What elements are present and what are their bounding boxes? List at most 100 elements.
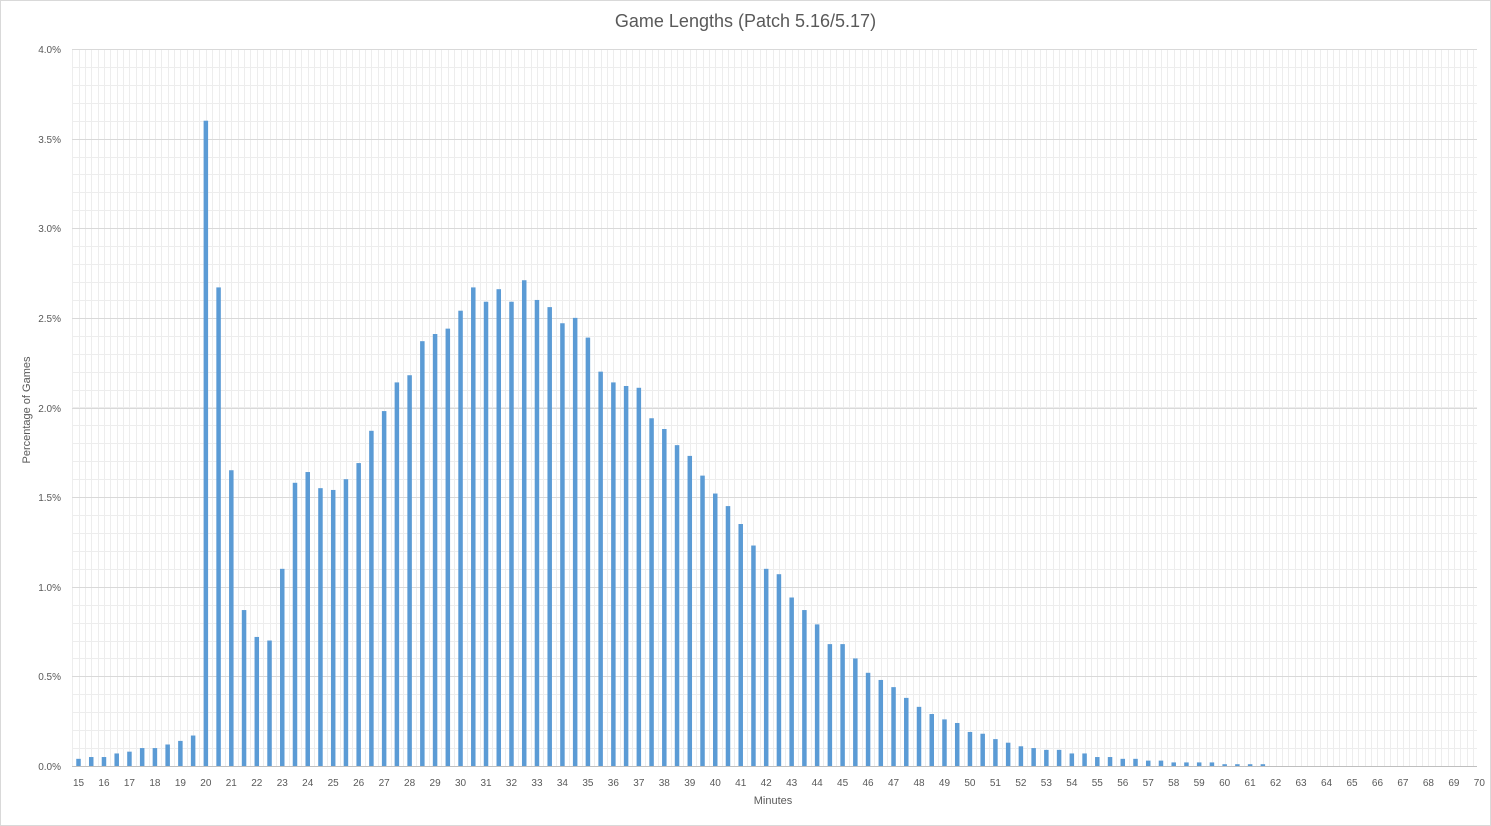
x-tick-label: 16 — [98, 778, 110, 789]
bar — [1222, 764, 1227, 766]
bar — [127, 751, 132, 766]
bar — [432, 334, 438, 766]
bar — [1196, 762, 1202, 766]
bar — [802, 610, 807, 766]
y-tick-label: 1.0% — [38, 583, 61, 594]
x-tick-label: 20 — [200, 778, 212, 789]
x-tick-label: 27 — [379, 778, 391, 789]
bar — [674, 445, 680, 766]
x-tick-label: 68 — [1423, 778, 1435, 789]
x-tick-label: 38 — [659, 778, 671, 789]
x-tick-label: 49 — [939, 778, 951, 789]
x-tick-label: 48 — [913, 778, 925, 789]
x-tick-label: 24 — [302, 778, 314, 789]
x-tick-label: 33 — [531, 778, 543, 789]
bar — [241, 610, 247, 766]
bar — [509, 301, 514, 766]
x-tick-label: 19 — [175, 778, 187, 789]
bar-series — [76, 120, 1266, 766]
x-tick-label: 67 — [1397, 778, 1409, 789]
bar — [585, 337, 591, 766]
bar — [420, 341, 425, 766]
bar — [598, 371, 603, 766]
bar — [1171, 762, 1176, 766]
x-tick-label: 42 — [761, 778, 773, 789]
bar — [814, 624, 820, 766]
x-tick-label: 39 — [684, 778, 696, 789]
x-tick-label: 43 — [786, 778, 798, 789]
x-tick-label: 32 — [506, 778, 518, 789]
bar — [280, 568, 285, 766]
x-tick-label: 53 — [1041, 778, 1053, 789]
x-tick-label: 65 — [1346, 778, 1358, 789]
bar — [1031, 748, 1036, 766]
x-tick-label: 52 — [1015, 778, 1027, 789]
bar — [572, 317, 578, 766]
bar — [1133, 758, 1138, 766]
x-tick-label: 28 — [404, 778, 416, 789]
x-tick-label: 54 — [1066, 778, 1078, 789]
bar — [330, 489, 336, 766]
bar — [1235, 764, 1240, 766]
bar — [891, 687, 896, 766]
bar — [114, 753, 119, 766]
bar — [165, 744, 170, 766]
bar — [1018, 746, 1024, 766]
bar — [178, 740, 183, 766]
bar — [216, 287, 221, 766]
x-tick-label: 60 — [1219, 778, 1231, 789]
x-tick-label: 58 — [1168, 778, 1180, 789]
bar — [318, 488, 323, 766]
bar — [305, 472, 310, 766]
x-tick-label: 36 — [608, 778, 620, 789]
bar — [1044, 749, 1049, 766]
bar — [407, 375, 412, 766]
bar — [967, 731, 973, 766]
y-tick-label: 0.0% — [38, 762, 61, 773]
bar — [980, 733, 985, 766]
bar — [789, 597, 794, 766]
x-tick-label: 51 — [990, 778, 1002, 789]
x-tick-label: 44 — [812, 778, 824, 789]
bar — [547, 307, 552, 766]
bar — [483, 301, 489, 766]
bar — [203, 120, 209, 766]
x-tick-label: 63 — [1295, 778, 1307, 789]
bar — [1247, 764, 1253, 766]
x-tick-label: 61 — [1245, 778, 1257, 789]
y-tick-label: 1.5% — [38, 493, 61, 504]
y-tick-labels: 0.0% 0.5% 1.0% 1.5% 2.0% 2.5% 3.0% 3.5% 4.0% — [38, 45, 61, 773]
y-tick-label: 2.0% — [38, 404, 61, 415]
bar — [1082, 753, 1087, 766]
bar — [101, 757, 107, 766]
x-tick-label: 35 — [582, 778, 594, 789]
bar — [267, 640, 272, 766]
bar — [560, 323, 565, 766]
bar — [725, 506, 731, 766]
bar — [623, 385, 629, 766]
x-tick-label: 69 — [1448, 778, 1460, 789]
y-tick-label: 2.5% — [38, 314, 61, 325]
bar — [827, 644, 833, 766]
bar — [369, 430, 374, 766]
bar — [356, 463, 361, 766]
x-tick-label: 34 — [557, 778, 569, 789]
y-tick-label: 0.5% — [38, 672, 61, 683]
x-tick-label: 50 — [964, 778, 976, 789]
bar — [394, 382, 400, 766]
x-tick-label: 29 — [430, 778, 442, 789]
x-tick-label: 23 — [277, 778, 289, 789]
x-tick-label: 47 — [888, 778, 900, 789]
x-tick-label: 56 — [1117, 778, 1129, 789]
bar — [534, 299, 540, 766]
bar — [471, 287, 476, 766]
y-tick-label: 3.5% — [38, 135, 61, 146]
bar — [649, 418, 654, 766]
bar — [496, 289, 502, 766]
bar — [1158, 760, 1164, 766]
bar — [776, 574, 782, 766]
bar — [190, 735, 196, 766]
chart-title: Game Lengths (Patch 5.16/5.17) — [614, 11, 877, 31]
bar — [904, 697, 909, 766]
